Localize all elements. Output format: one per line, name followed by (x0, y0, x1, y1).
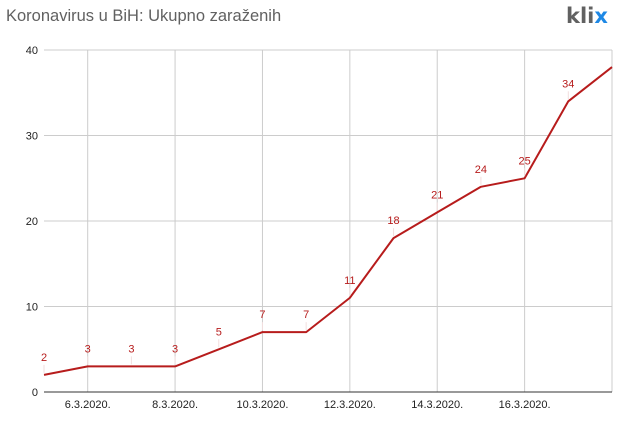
data-label: 7 (259, 309, 265, 321)
x-tick-label: 6.3.2020. (65, 399, 111, 411)
data-label: 3 (128, 343, 134, 355)
y-tick-label: 30 (26, 131, 38, 143)
data-label: 3 (85, 343, 91, 355)
data-label: 18 (387, 215, 399, 227)
x-tick-label: 12.3.2020. (324, 399, 376, 411)
data-label: 3 (172, 343, 178, 355)
x-tick-label: 14.3.2020. (411, 399, 463, 411)
series-line (43, 66, 613, 376)
y-tick-label: 0 (32, 387, 38, 399)
data-label: 25 (518, 155, 530, 167)
chart-title: Koronavirus u BiH: Ukupno zaraženih (6, 7, 282, 25)
data-label: 24 (475, 164, 487, 176)
klix-logo-part: kli (566, 4, 594, 28)
y-tick-label: 20 (26, 216, 38, 228)
data-label: 7 (303, 309, 309, 321)
data-label: 2 (41, 352, 47, 364)
x-tick-label: 16.3.2020. (499, 399, 551, 411)
klix-logo-x: x (594, 4, 608, 28)
klix-logo-text: klix (566, 4, 608, 28)
data-label: 5 (216, 326, 222, 338)
klix-logo[interactable]: klix (566, 2, 614, 28)
data-label: 21 (431, 189, 443, 201)
data-label: 11 (344, 275, 355, 287)
x-tick-label: 8.3.2020. (152, 399, 198, 411)
y-tick-label: 40 (26, 45, 38, 57)
y-tick-label: 10 (26, 302, 38, 314)
x-tick-label: 10.3.2020. (236, 399, 288, 411)
data-label: 34 (562, 78, 574, 90)
